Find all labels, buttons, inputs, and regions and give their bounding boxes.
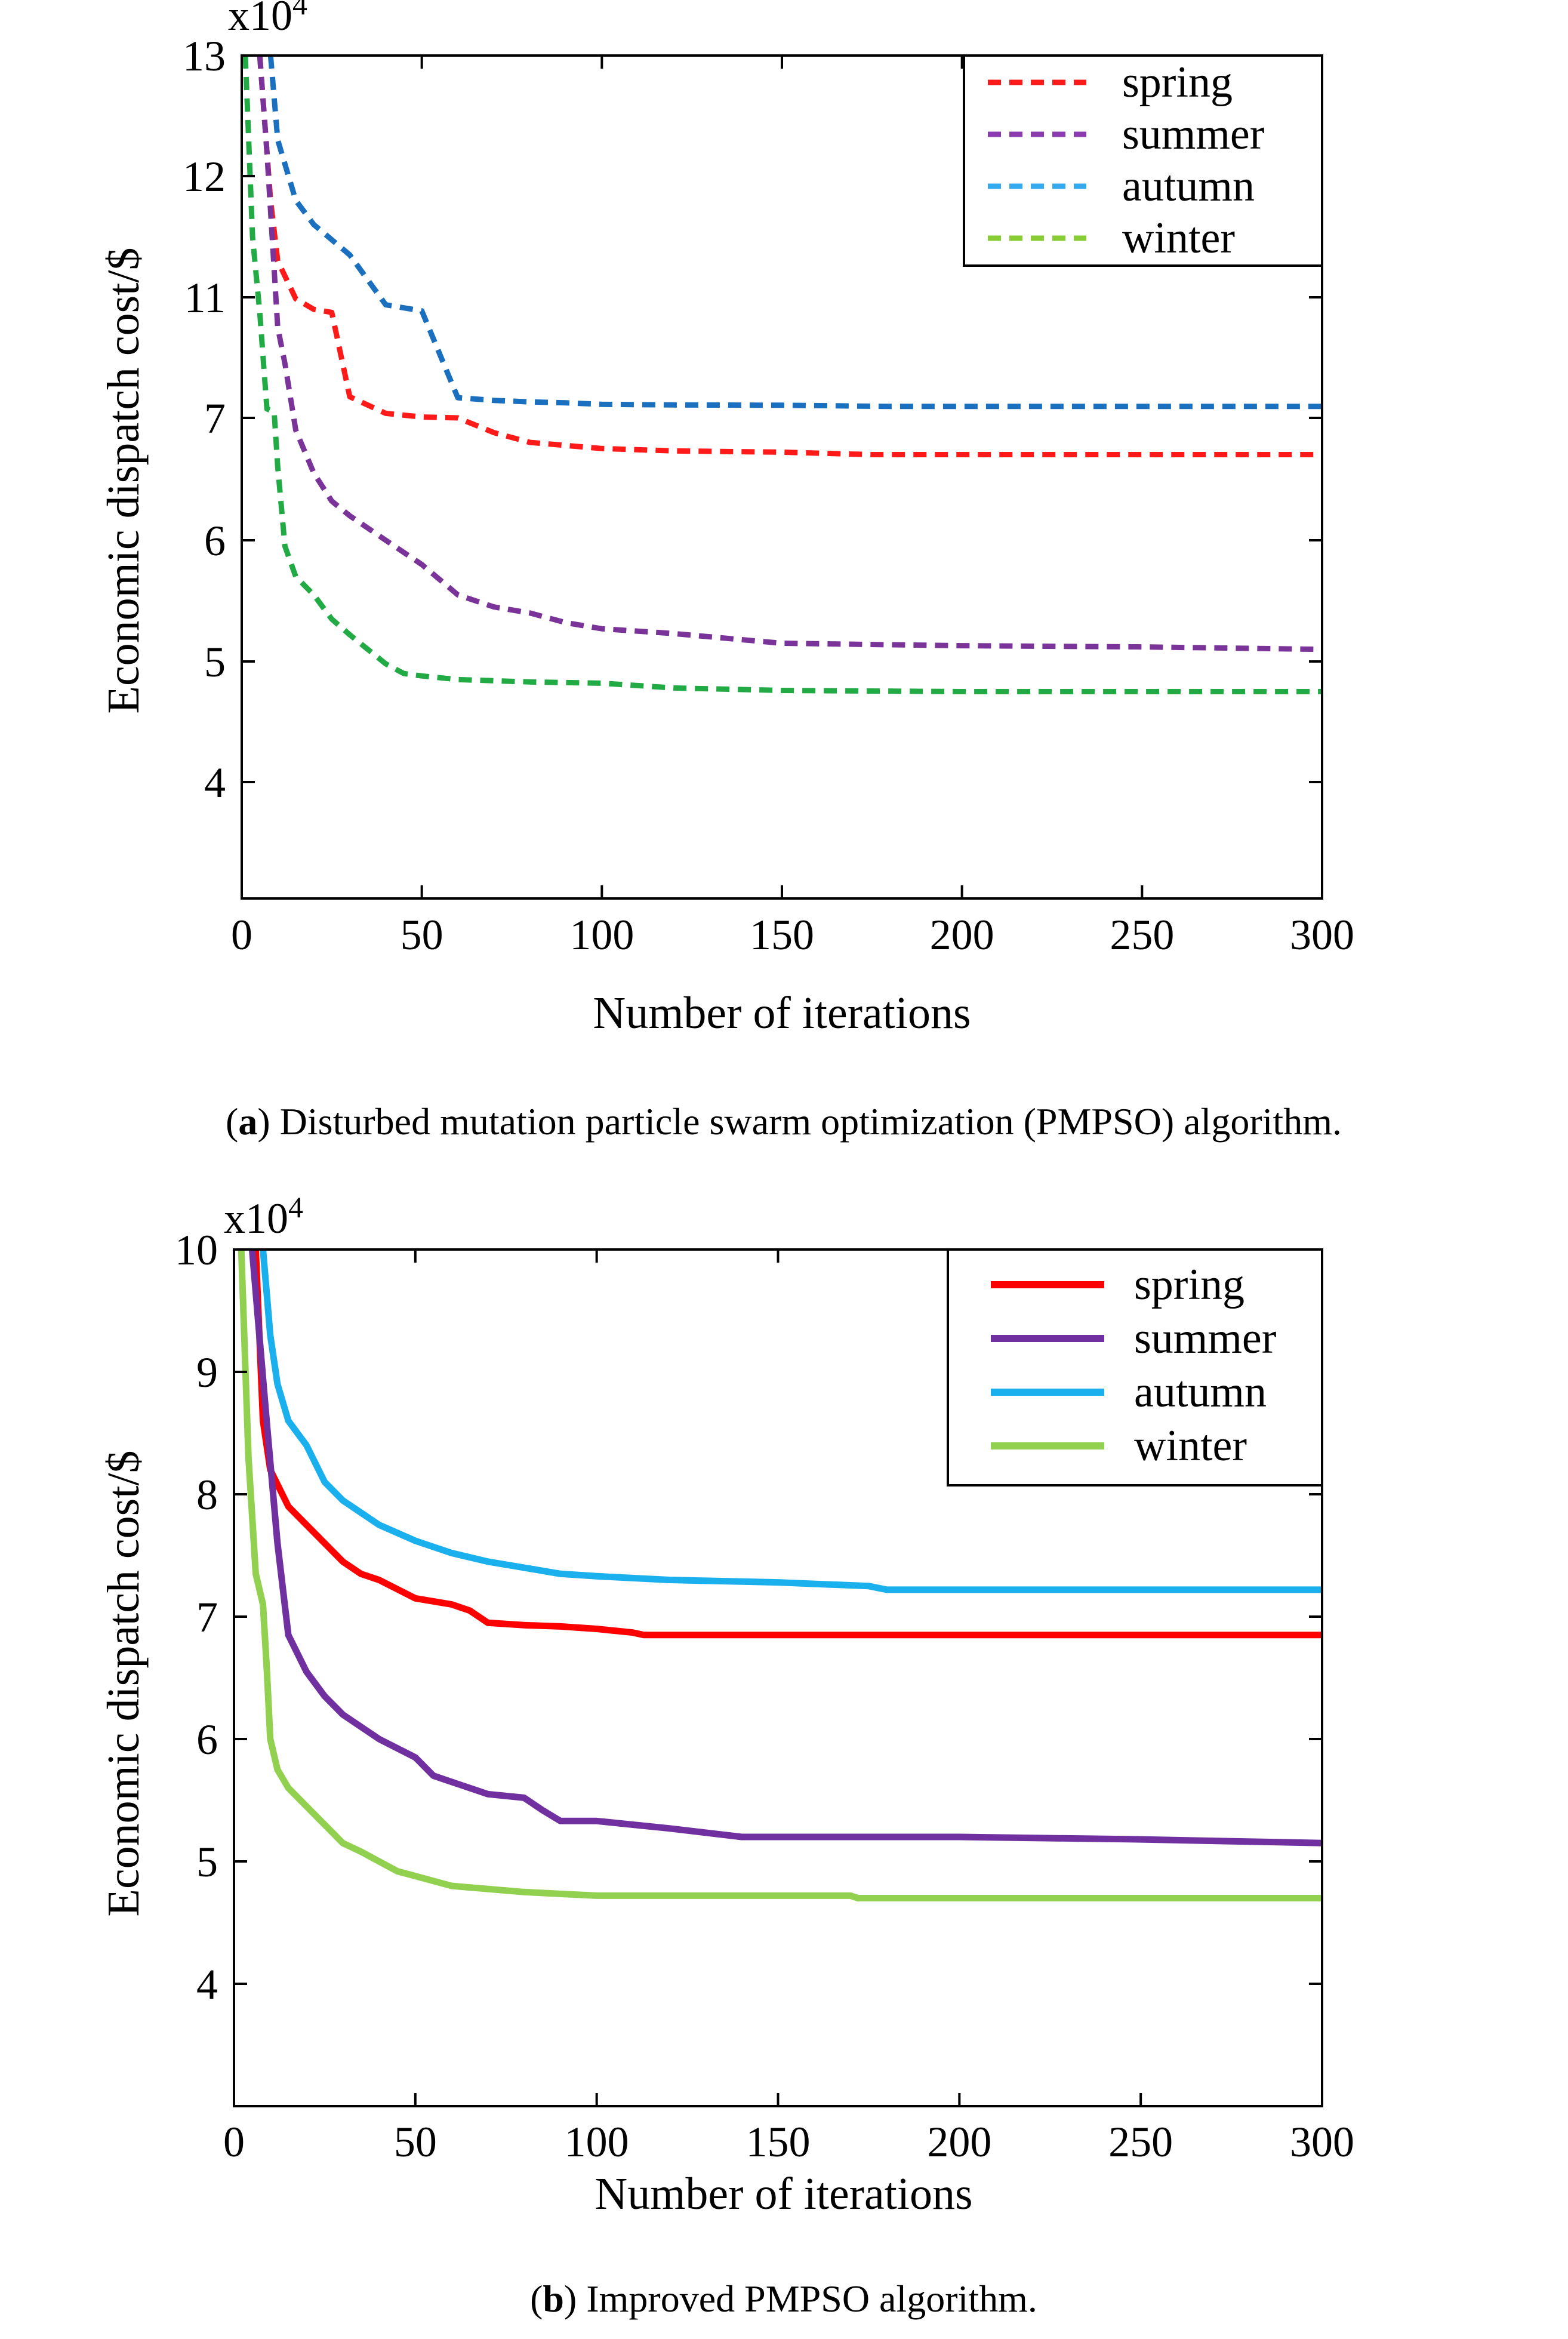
panel-a-y-tick-label-11: 11 xyxy=(184,274,226,322)
panel-b-series-spring xyxy=(252,1249,1322,1639)
panel-a-y-ticks: 4 5 6 7 11 12 13 xyxy=(183,32,1322,807)
panel-b-y-tick-label-10: 10 xyxy=(175,1226,218,1274)
panel-a-y-tick-label-13: 13 xyxy=(183,32,226,80)
panel-a-legend-label-autumn: autumn xyxy=(1122,162,1255,211)
panel-a-series-autumn xyxy=(267,55,1322,410)
panel-b-y-axis-label: Economic dispatch cost/$ xyxy=(98,1451,149,1917)
panel-b-series xyxy=(238,1249,1323,1901)
panel-a-x-tick-label-250: 250 xyxy=(1110,911,1174,959)
panel-b-series-winter xyxy=(238,1249,1322,1901)
panel-a-x-tick-label-150: 150 xyxy=(750,911,814,959)
panel-b-x-tick-label-150: 150 xyxy=(746,2118,811,2166)
panel-b-y-ticks: 4 5 6 7 8 9 10 xyxy=(175,1226,1322,2008)
panel-a-caption: (a) Disturbed mutation particle swarm op… xyxy=(226,1100,1342,1143)
panel-b-x-tick-label-200: 200 xyxy=(927,2118,991,2166)
panel-b-series-autumn xyxy=(260,1249,1322,1593)
panel-b-y-tick-label-6: 6 xyxy=(196,1716,218,1764)
panel-a-legend-label-summer: summer xyxy=(1122,110,1264,159)
panel-a-x-tick-label-0: 0 xyxy=(231,911,252,959)
panel-a-legend-label-spring: spring xyxy=(1122,58,1233,107)
chart-panel-b: 0 50 100 150 200 250 300 4 5 6 7 8 9 10 x104 Economi… xyxy=(98,1190,1354,2320)
panel-b-y-tick-label-5: 5 xyxy=(196,1838,218,1886)
panel-a-x-tick-label-300: 300 xyxy=(1290,911,1354,959)
panel-a-y-multiplier: x104 xyxy=(228,0,307,39)
panel-b-legend-label-autumn: autumn xyxy=(1134,1368,1267,1417)
panel-b-legend-label-winter: winter xyxy=(1134,1421,1247,1470)
panel-b-x-tick-label-100: 100 xyxy=(565,2118,629,2166)
panel-a-y-axis-label: Economic dispatch cost/$ xyxy=(98,248,149,714)
panel-a-x-axis-label: Number of iterations xyxy=(593,988,971,1038)
panel-b-caption: (b) Improved PMPSO algorithm. xyxy=(530,2278,1037,2320)
panel-a-series-spring xyxy=(257,55,1322,457)
panel-a-series xyxy=(242,55,1323,694)
panel-b-y-multiplier: x104 xyxy=(224,1190,303,1242)
panel-b-x-tick-label-50: 50 xyxy=(394,2118,437,2166)
panel-b-x-axis-label: Number of iterations xyxy=(594,2169,972,2219)
panel-b-legend-box xyxy=(947,1248,1323,1487)
panel-a-y-tick-label-12: 12 xyxy=(183,153,226,201)
panel-a-y-tick-label-7: 7 xyxy=(204,395,226,442)
panel-a-x-tick-label-200: 200 xyxy=(930,911,994,959)
chart-panel-a: 0 50 100 150 200 250 300 4 5 6 7 11 12 13 x104 Econo… xyxy=(98,0,1354,1143)
panel-a-y-tick-label-4: 4 xyxy=(204,759,226,807)
panel-a-legend-label-winter: winter xyxy=(1122,214,1235,263)
panel-a-x-ticks: 0 50 100 150 200 250 300 xyxy=(231,56,1354,959)
panel-b-x-tick-label-0: 0 xyxy=(223,2118,245,2166)
panel-b-x-ticks: 0 50 100 150 200 250 300 xyxy=(223,1249,1354,2166)
panel-b-series-summer xyxy=(248,1249,1323,1846)
panel-a-series-summer xyxy=(257,55,1323,653)
panel-a-x-tick-label-100: 100 xyxy=(569,911,634,959)
panel-b-x-tick-label-250: 250 xyxy=(1108,2118,1173,2166)
panel-b-y-tick-label-7: 7 xyxy=(196,1593,218,1641)
panel-b-y-tick-label-4: 4 xyxy=(196,1961,218,2008)
panel-b-y-tick-label-9: 9 xyxy=(196,1349,218,1396)
panel-b-y-tick-label-8: 8 xyxy=(196,1471,218,1519)
panel-a-y-tick-label-5: 5 xyxy=(204,638,226,686)
panel-a-y-tick-label-6: 6 xyxy=(204,517,226,565)
panel-b-legend-label-summer: summer xyxy=(1134,1314,1276,1363)
panel-b-legend-label-spring: spring xyxy=(1134,1260,1244,1309)
panel-a-legend-box xyxy=(963,54,1323,267)
panel-b-x-tick-label-300: 300 xyxy=(1290,2118,1354,2166)
panel-a-x-tick-label-50: 50 xyxy=(401,911,443,959)
